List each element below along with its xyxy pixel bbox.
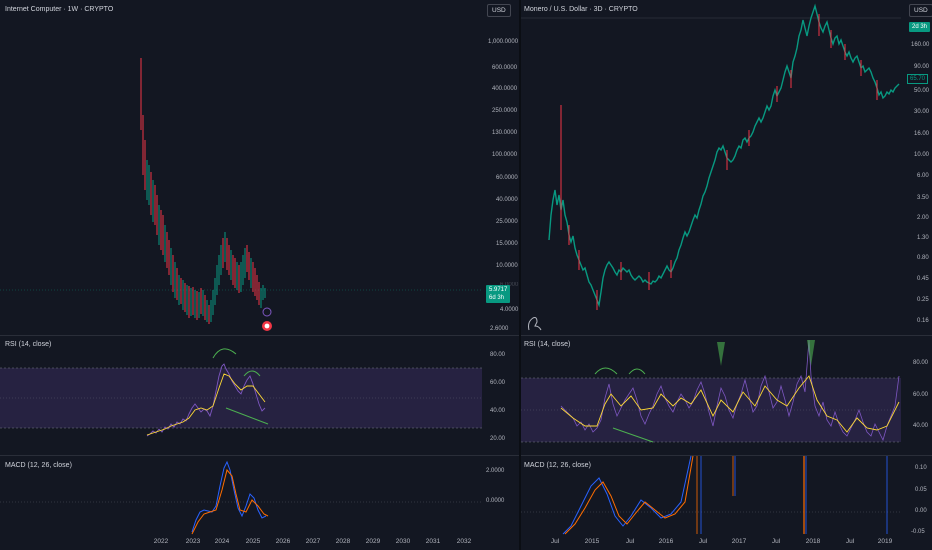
right-rsi-separator[interactable]: [521, 455, 932, 456]
right-time-tick: Jul: [625, 538, 635, 545]
left-price-axis[interactable]: 1,000.0000 600.0000 400.0000 250.0000 13…: [482, 0, 522, 335]
right-price-tick: 0.45: [917, 276, 929, 282]
right-price-tick: 10.00: [914, 152, 930, 158]
left-rsi-tick: 80.00: [490, 352, 506, 358]
left-rsi-plot[interactable]: [0, 336, 482, 454]
left-bar-countdown: 6d 3h: [489, 295, 505, 301]
right-time-tick: 2015: [584, 538, 600, 545]
right-price-tick: 1.30: [917, 235, 929, 241]
left-time-tick: 2028: [335, 538, 351, 545]
left-price-tick: 10.0000: [496, 263, 518, 269]
left-rsi-title[interactable]: RSI (14, close): [5, 341, 52, 348]
right-chart-pane[interactable]: Monero / U.S. Dollar · 3D · CRYPTO USD 2…: [521, 0, 932, 550]
right-time-tick: Jul: [771, 538, 781, 545]
right-macd-plot[interactable]: [521, 455, 901, 535]
right-time-tick: Jul: [845, 538, 855, 545]
left-price-tick: 250.0000: [492, 108, 518, 114]
chart-divider[interactable]: [519, 0, 521, 550]
left-macd-title[interactable]: MACD (12, 26, close): [5, 462, 72, 469]
left-time-tick: 2029: [365, 538, 381, 545]
left-time-tick: 2026: [275, 538, 291, 545]
right-price-tick: 0.80: [917, 255, 929, 261]
left-price-tick: 1,000.0000: [488, 39, 519, 45]
left-macd-plot[interactable]: [0, 456, 482, 535]
left-chart-pane[interactable]: Internet Computer · 1W · CRYPTO USD 1,00…: [0, 0, 520, 550]
left-price-tick: 40.0000: [496, 197, 518, 203]
right-price-tick: 2.00: [917, 215, 929, 221]
right-time-tick: 2019: [877, 538, 893, 545]
right-price-tick: 0.25: [917, 297, 929, 303]
left-rsi-tick: 60.00: [490, 380, 506, 386]
left-currency-button[interactable]: USD: [487, 4, 511, 17]
right-symbol-title[interactable]: Monero / U.S. Dollar · 3D · CRYPTO: [524, 6, 638, 13]
left-rsi-tick: 40.00: [490, 408, 506, 414]
right-time-tick: 2017: [731, 538, 747, 545]
left-price-tick: 400.0000: [492, 86, 518, 92]
left-time-tick: 2030: [395, 538, 411, 545]
left-price-tick: 4.0000: [500, 307, 519, 313]
left-event-marker-icon: [262, 307, 272, 317]
right-price-tick: 160.00: [911, 42, 930, 48]
left-time-axis[interactable]: 2022 2023 2024 2025 2026 2027 2028 2029 …: [0, 534, 482, 550]
left-rsi-tick: 20.00: [490, 436, 506, 442]
right-price-tick: 90.00: [914, 64, 930, 70]
right-price-plot[interactable]: [521, 0, 901, 335]
right-price-tick: 30.00: [914, 109, 930, 115]
right-time-tick: Jul: [698, 538, 708, 545]
right-price-tick: 3.50: [917, 195, 929, 201]
right-logo-icon: [528, 317, 542, 331]
left-pane-separator[interactable]: [0, 335, 520, 336]
left-price-plot[interactable]: [0, 0, 482, 335]
right-price-tick: 16.00: [914, 131, 930, 137]
right-macd-title[interactable]: MACD (12, 26, close): [524, 462, 591, 469]
left-symbol-title[interactable]: Internet Computer · 1W · CRYPTO: [5, 6, 114, 13]
left-rsi-separator[interactable]: [0, 455, 520, 456]
left-time-tick: 2027: [305, 538, 321, 545]
right-time-axis[interactable]: Jul 2015 Jul 2016 Jul 2017 Jul 2018 Jul …: [521, 534, 901, 550]
left-macd-tick: 0.0000: [486, 498, 505, 504]
left-time-tick: 2024: [214, 538, 230, 545]
left-time-tick: 2025: [245, 538, 261, 545]
right-macd-tick: 0.05: [915, 487, 927, 493]
left-price-tick: 130.0000: [492, 130, 518, 136]
left-last-price-label: 5.9717 6d 3h: [486, 285, 511, 303]
left-price-tick: 2.6000: [490, 326, 509, 332]
right-rsi-title[interactable]: RSI (14, close): [524, 341, 571, 348]
right-time-tick: Jul: [550, 538, 560, 545]
left-macd-tick: 2.0000: [486, 468, 505, 474]
left-time-tick: 2022: [153, 538, 169, 545]
left-time-tick: 2031: [425, 538, 441, 545]
left-candles: [140, 58, 266, 324]
right-rsi-tick: 80.00: [913, 360, 929, 366]
left-price-tick: 15.0000: [496, 241, 518, 247]
right-macd-tick: 0.10: [915, 465, 927, 471]
left-time-tick: 2032: [456, 538, 472, 545]
left-price-tick: 600.0000: [492, 65, 518, 71]
right-price-tick: 0.16: [917, 318, 929, 324]
left-price-tick: 100.0000: [492, 152, 518, 158]
left-last-price: 5.9717: [489, 287, 508, 293]
right-rsi-tick: 60.00: [913, 392, 929, 398]
right-last-price-label: 65.70: [907, 74, 929, 84]
right-price-tick: 6.00: [917, 173, 929, 179]
right-time-tick: 2018: [805, 538, 821, 545]
left-time-tick: 2023: [185, 538, 201, 545]
left-price-tick: 25.0000: [496, 219, 518, 225]
right-countdown-label: 2d 3h: [909, 22, 931, 32]
left-price-tick: 60.0000: [496, 175, 518, 181]
right-macd-tick: 0.00: [915, 508, 927, 514]
right-price-axis[interactable]: 160.00 90.00 50.00 30.00 16.00 10.00 6.0…: [901, 0, 932, 335]
right-pane-separator[interactable]: [521, 335, 932, 336]
right-rsi-tick: 40.00: [913, 423, 929, 429]
right-macd-tick: -0.05: [911, 529, 925, 535]
right-time-tick: 2016: [658, 538, 674, 545]
right-price-tick: 50.00: [914, 88, 930, 94]
right-rsi-plot[interactable]: [521, 336, 901, 454]
